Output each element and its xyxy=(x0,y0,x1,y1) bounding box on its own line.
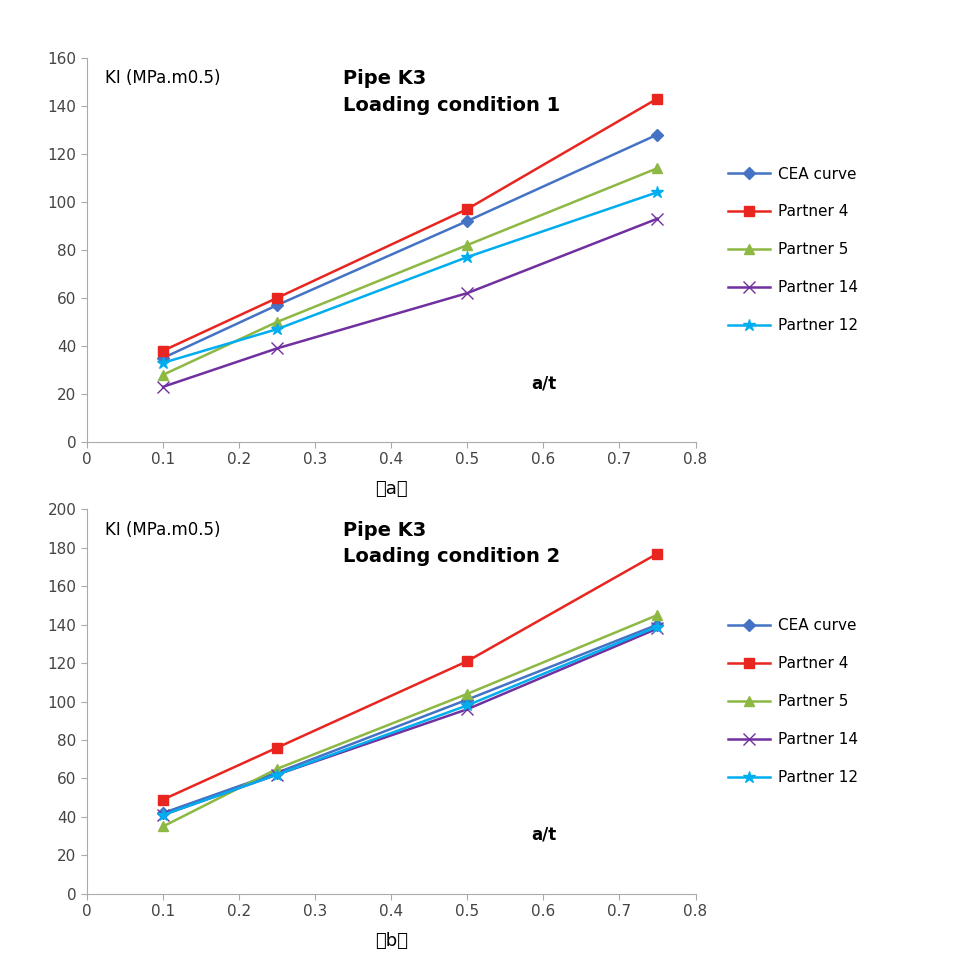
Text: Pipe K3
Loading condition 1: Pipe K3 Loading condition 1 xyxy=(343,69,559,114)
Text: a/t: a/t xyxy=(531,825,556,844)
Text: a/t: a/t xyxy=(531,374,556,392)
Text: KI (MPa.m0.5): KI (MPa.m0.5) xyxy=(105,521,220,539)
Legend: CEA curve, Partner 4, Partner 5, Partner 14, Partner 12: CEA curve, Partner 4, Partner 5, Partner… xyxy=(727,166,858,333)
Text: Pipe K3
Loading condition 2: Pipe K3 Loading condition 2 xyxy=(343,521,559,566)
Text: KI (MPa.m0.5): KI (MPa.m0.5) xyxy=(105,69,220,87)
Legend: CEA curve, Partner 4, Partner 5, Partner 14, Partner 12: CEA curve, Partner 4, Partner 5, Partner… xyxy=(727,618,858,785)
Text: （b）: （b） xyxy=(375,932,408,950)
Text: （a）: （a） xyxy=(375,480,408,499)
